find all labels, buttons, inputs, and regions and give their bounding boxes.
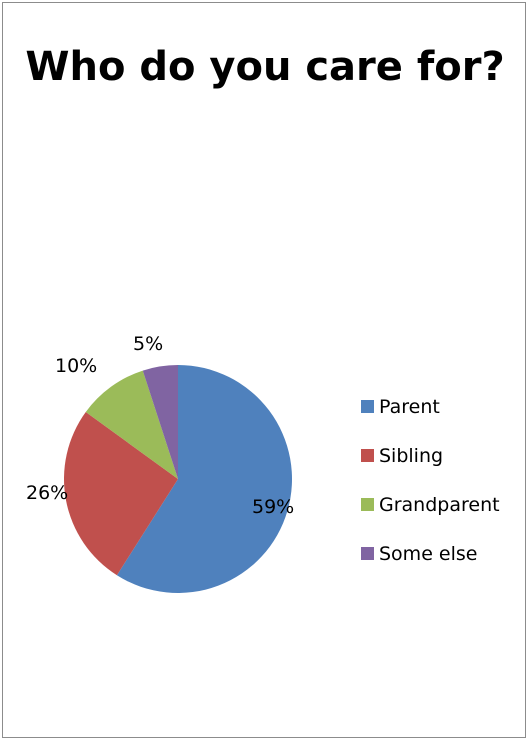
chart-title: Who do you care for? xyxy=(25,44,505,90)
legend-label-sibling: Sibling xyxy=(379,444,444,467)
legend-label-parent: Parent xyxy=(379,395,440,418)
legend-item-parent: Parent xyxy=(361,395,500,418)
pie-slices xyxy=(63,365,293,593)
legend-item-sibling: Sibling xyxy=(361,444,500,467)
data-label-grandparent: 10% xyxy=(55,355,97,377)
legend-swatch-some-else xyxy=(361,547,374,560)
legend-swatch-sibling xyxy=(361,449,374,462)
legend-label-grandparent: Grandparent xyxy=(379,493,500,516)
pie-slice-parent xyxy=(116,365,293,593)
data-label-some-else: 5% xyxy=(133,333,163,355)
pie-data-labels: 59% 26% 10% 5% xyxy=(26,333,294,518)
pie-slice-sibling xyxy=(63,411,179,576)
pie-chart: 59% 26% 10% 5% xyxy=(26,333,294,593)
legend: Parent Sibling Grandparent Some else xyxy=(361,395,500,591)
pie-slice-some-else xyxy=(142,365,178,479)
pie-slice-grandparent xyxy=(85,370,178,479)
legend-item-grandparent: Grandparent xyxy=(361,493,500,516)
data-label-sibling: 26% xyxy=(26,482,68,504)
data-label-parent: 59% xyxy=(252,496,294,518)
legend-label-some-else: Some else xyxy=(379,542,478,565)
legend-item-some-else: Some else xyxy=(361,542,500,565)
legend-swatch-grandparent xyxy=(361,498,374,511)
legend-swatch-parent xyxy=(361,400,374,413)
